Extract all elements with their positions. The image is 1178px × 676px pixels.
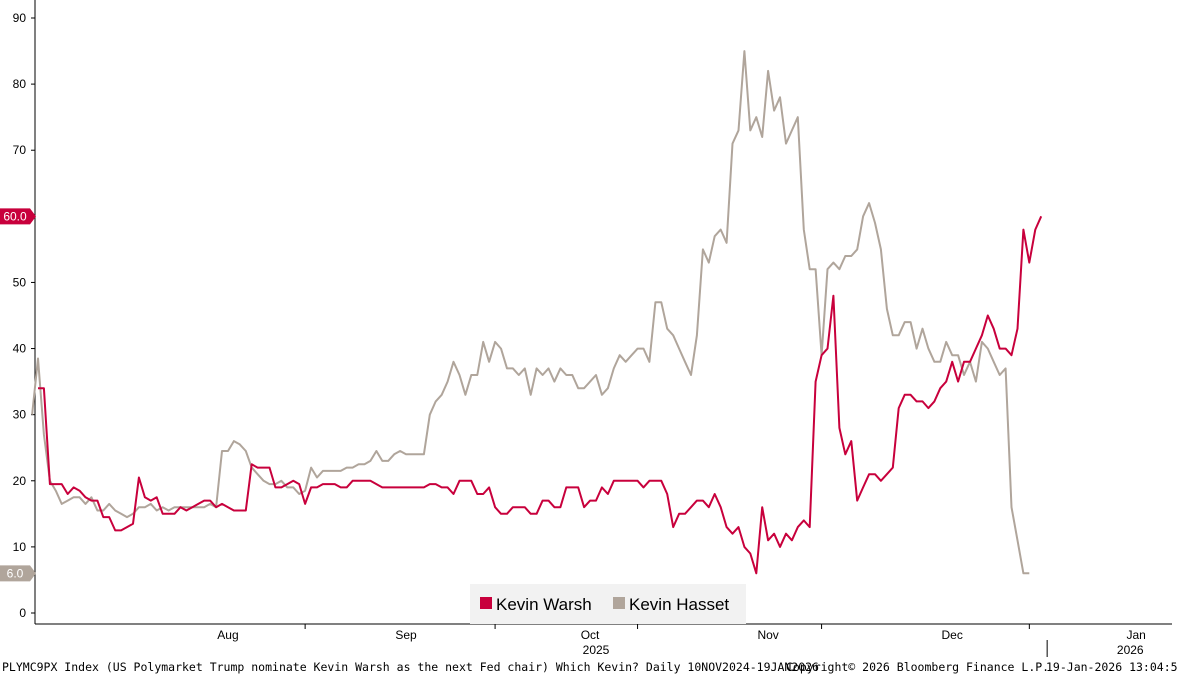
x-month-label: Oct — [581, 628, 600, 642]
chart-axes: 0102030405060708090AugSepOctNovDecJan202… — [13, 0, 1172, 657]
x-month-label: Nov — [757, 628, 778, 642]
y-tick-label: 40 — [13, 342, 27, 356]
legend: Kevin Warsh Kevin Hasset — [470, 584, 746, 624]
y-tick-label: 0 — [19, 606, 26, 620]
legend-box — [470, 584, 746, 624]
x-year-label: 2025 — [583, 643, 610, 657]
x-month-label: Sep — [395, 628, 417, 642]
last-value-markers: 60.0 6.0 — [0, 208, 36, 582]
source-text: PLYMC9PX Index (US Polymarket Trump nomi… — [2, 660, 819, 674]
y-tick-label: 10 — [13, 540, 27, 554]
y-tick-label: 20 — [13, 474, 27, 488]
marker-tag — [0, 208, 36, 225]
last-value-marker-kevin-hasset: 6.0 — [0, 565, 36, 582]
y-tick-label: 30 — [13, 408, 27, 422]
legend-swatch-kevin-warsh — [480, 597, 492, 609]
marker-tag — [0, 565, 36, 582]
timestamp-text: 19-Jan-2026 13:04:59 — [1046, 660, 1178, 674]
x-month-label: Dec — [941, 628, 962, 642]
x-year-label: 2026 — [1117, 643, 1144, 657]
chart-lines — [31, 50, 1043, 575]
last-value-label: 60.0 — [3, 209, 27, 223]
y-tick-label: 50 — [13, 275, 27, 289]
x-month-label: Jan — [1127, 628, 1146, 642]
series-line-kevin-hasset — [31, 50, 1030, 575]
series-line-kevin-warsh — [38, 215, 1043, 575]
line-chart: 0102030405060708090AugSepOctNovDecJan202… — [0, 0, 1172, 657]
legend-label-kevin-hasset: Kevin Hasset — [629, 595, 729, 614]
copyright-text: Copyright© 2026 Bloomberg Finance L.P. — [786, 660, 1050, 674]
legend-label-kevin-warsh: Kevin Warsh — [496, 595, 592, 614]
legend-swatch-kevin-hasset — [613, 597, 625, 609]
y-tick-label: 90 — [13, 11, 27, 25]
chart-footer: PLYMC9PX Index (US Polymarket Trump nomi… — [0, 658, 1178, 676]
x-month-label: Aug — [217, 628, 238, 642]
y-tick-label: 80 — [13, 77, 27, 91]
last-value-marker-kevin-warsh: 60.0 — [0, 208, 36, 225]
y-tick-label: 70 — [13, 143, 27, 157]
last-value-label: 6.0 — [7, 566, 24, 580]
